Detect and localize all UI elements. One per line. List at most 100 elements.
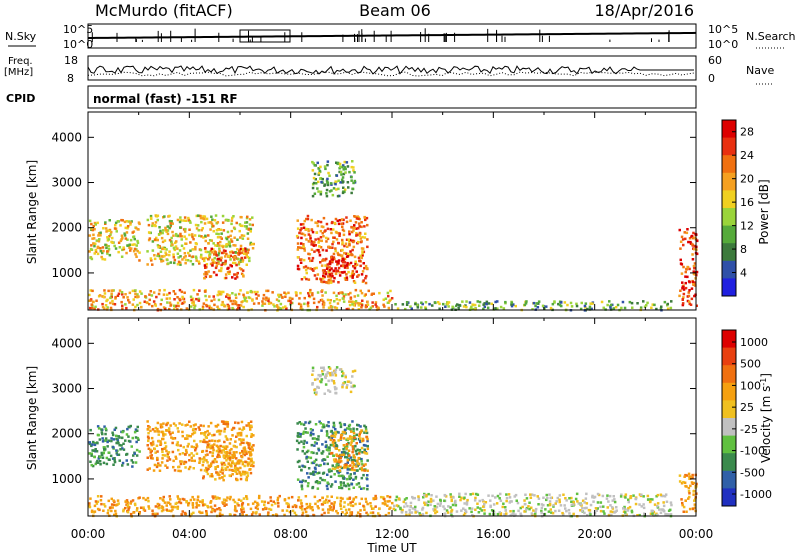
echo-cell xyxy=(219,444,222,448)
echo-cell xyxy=(100,428,103,431)
echo-cell xyxy=(303,247,306,250)
echo-cell xyxy=(215,460,218,464)
echo-cell xyxy=(295,234,299,238)
echo-cell xyxy=(218,512,222,515)
echo-cell xyxy=(680,498,683,501)
echo-cell xyxy=(335,445,339,448)
echo-cell xyxy=(126,427,129,431)
echo-cell xyxy=(192,303,196,307)
echo-cell xyxy=(228,307,231,310)
echo-cell xyxy=(678,228,681,232)
echo-cell xyxy=(222,478,225,482)
y-tick-label: 4000 xyxy=(51,336,82,350)
echo-cell xyxy=(208,253,212,256)
echo-cell xyxy=(611,506,614,509)
echo-cell xyxy=(332,187,336,190)
echo-cell xyxy=(158,257,162,260)
echo-cell xyxy=(148,426,151,429)
echo-cell xyxy=(99,233,102,237)
echo-cell xyxy=(417,498,421,502)
echo-cell xyxy=(581,509,584,513)
echo-cell xyxy=(184,460,188,464)
echo-cell xyxy=(319,220,323,224)
echo-cell xyxy=(209,421,213,425)
echo-cell xyxy=(229,234,232,238)
echo-cell xyxy=(322,425,326,429)
echo-cell xyxy=(342,372,345,375)
beam-title: Beam 06 xyxy=(359,1,431,20)
echo-cell xyxy=(425,511,428,515)
echo-cell xyxy=(359,264,362,268)
y-tick-label: 2000 xyxy=(51,427,82,441)
echo-cell xyxy=(177,260,181,264)
echo-cell xyxy=(239,224,243,227)
echo-cell xyxy=(304,479,307,483)
echo-cell xyxy=(684,237,687,241)
echo-cell xyxy=(216,439,220,443)
echo-cell xyxy=(106,306,109,309)
echo-cell xyxy=(170,505,174,508)
echo-cell xyxy=(318,254,322,257)
echo-cell xyxy=(94,305,97,309)
echo-cell xyxy=(89,299,92,302)
echo-cell xyxy=(328,273,331,276)
echo-cell xyxy=(564,497,567,500)
echo-cell xyxy=(404,510,408,514)
echo-cell xyxy=(101,440,105,443)
echo-cell xyxy=(138,301,142,305)
echo-cell xyxy=(226,422,230,426)
echo-cell xyxy=(247,503,250,506)
echo-cell xyxy=(345,386,348,389)
echo-cell xyxy=(581,499,585,502)
echo-cell xyxy=(209,262,213,266)
echo-cell xyxy=(342,444,346,447)
echo-cell xyxy=(233,255,236,258)
echo-cell xyxy=(358,302,361,305)
echo-cell xyxy=(201,450,204,453)
echo-cell xyxy=(693,506,697,509)
echo-cell xyxy=(343,188,347,191)
echo-cell xyxy=(249,230,252,233)
echo-cell xyxy=(339,504,342,507)
echo-cell xyxy=(332,424,336,427)
echo-cell xyxy=(216,293,219,297)
echo-cell xyxy=(348,240,351,243)
echo-cell xyxy=(549,508,552,511)
echo-cell xyxy=(337,260,340,263)
echo-cell xyxy=(365,431,369,435)
echo-cell xyxy=(332,431,336,435)
echo-cell xyxy=(237,292,241,296)
echo-cell xyxy=(99,455,102,459)
echo-cell xyxy=(106,250,109,253)
echo-cell xyxy=(337,439,340,442)
echo-cell xyxy=(326,237,330,241)
echo-cell xyxy=(178,288,182,292)
echo-cell xyxy=(118,289,122,292)
echo-cell xyxy=(356,294,360,297)
echo-cell xyxy=(199,424,203,427)
echo-cell xyxy=(133,502,137,506)
echo-cell xyxy=(342,447,345,451)
echo-cell xyxy=(203,276,206,280)
echo-cell xyxy=(462,507,465,510)
echo-cell xyxy=(342,481,345,484)
echo-cell xyxy=(151,428,155,431)
echo-cell xyxy=(210,473,213,476)
echo-cell xyxy=(365,216,369,220)
echo-cell xyxy=(210,474,214,477)
echo-cell xyxy=(311,194,315,198)
echo-cell xyxy=(162,495,165,499)
echo-cell xyxy=(640,493,643,496)
echo-cell xyxy=(277,307,280,310)
echo-cell xyxy=(177,430,180,433)
echo-cell xyxy=(269,301,273,305)
echo-cell xyxy=(276,499,279,502)
echo-cell xyxy=(253,500,257,504)
echo-cell xyxy=(347,186,350,189)
echo-cell xyxy=(364,264,368,268)
echo-cell xyxy=(548,500,552,503)
echo-cell xyxy=(113,513,116,517)
echo-cell xyxy=(140,306,143,309)
echo-cell xyxy=(525,300,528,303)
echo-cell xyxy=(607,514,611,517)
